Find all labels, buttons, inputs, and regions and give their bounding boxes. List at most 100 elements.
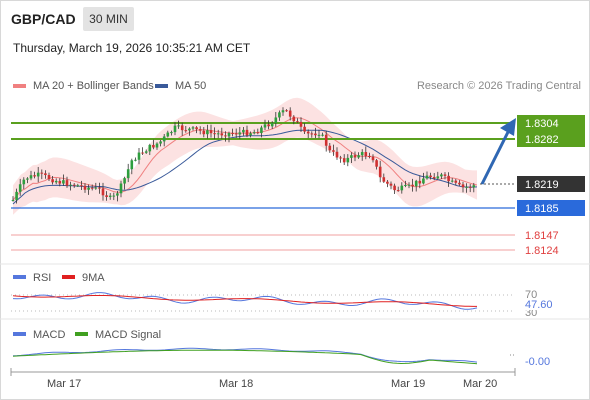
candle-body xyxy=(184,130,188,132)
rsi-ma-line xyxy=(12,295,477,307)
ma50-line xyxy=(12,129,478,205)
ma20-line xyxy=(12,117,478,201)
candle-body xyxy=(238,132,242,135)
candle-body xyxy=(314,133,317,136)
candle-body xyxy=(429,175,432,178)
candle-body xyxy=(389,183,393,186)
candle-body xyxy=(58,180,62,184)
candle-body xyxy=(234,133,238,135)
candle-body xyxy=(436,176,440,179)
candle-body xyxy=(346,157,350,163)
rsi-ma-label: 9MA xyxy=(82,272,105,284)
candle-body xyxy=(321,134,324,136)
candle-body xyxy=(141,152,144,154)
symbol-title: GBP/CAD xyxy=(11,11,76,27)
candle-body xyxy=(281,110,285,113)
candle-body xyxy=(447,175,450,182)
candle-body xyxy=(396,190,400,192)
candle-body xyxy=(404,184,407,186)
level-label-2: 1.8282 xyxy=(525,134,559,146)
candle-body xyxy=(123,178,126,184)
candle-body xyxy=(357,155,360,158)
level-box-current xyxy=(517,176,585,192)
macd-signal-label: MACD Signal xyxy=(95,329,161,341)
candle-body xyxy=(130,160,134,170)
candle-body xyxy=(458,182,461,185)
candle-body xyxy=(148,144,152,152)
candle-body xyxy=(18,184,22,192)
candle-body xyxy=(414,180,418,187)
level-box-2 xyxy=(517,131,585,147)
candle-body xyxy=(400,185,404,191)
candle-body xyxy=(310,133,314,135)
bollinger-band-area xyxy=(13,97,477,215)
candle-body xyxy=(378,166,382,178)
level-box-support xyxy=(517,200,585,216)
candle-body xyxy=(47,175,51,180)
candle-body xyxy=(461,184,465,188)
candle-body xyxy=(94,187,98,189)
candle-body xyxy=(267,124,270,127)
candle-body xyxy=(324,134,328,146)
candle-body xyxy=(177,125,180,127)
candle-body xyxy=(206,130,209,135)
candle-body xyxy=(72,184,76,186)
candle-body xyxy=(112,195,116,197)
candle-body xyxy=(155,143,159,148)
candle-body xyxy=(278,112,281,118)
candle-body xyxy=(144,151,148,153)
candle-body xyxy=(227,132,231,137)
candle-body xyxy=(80,185,83,187)
candle-body xyxy=(382,177,386,182)
candle-body xyxy=(40,172,44,174)
candle-body xyxy=(137,152,141,160)
rsi-value-bg xyxy=(522,298,562,310)
candle-body xyxy=(328,145,332,151)
candle-body xyxy=(350,155,353,158)
candle-body xyxy=(216,133,220,135)
candle-body xyxy=(339,157,342,159)
candle-body xyxy=(76,185,80,187)
candle-body xyxy=(62,180,65,184)
level-label-current: 1.8219 xyxy=(525,179,559,191)
candle-body xyxy=(231,132,234,134)
level-label-support: 1.8185 xyxy=(525,203,559,215)
candle-body xyxy=(260,127,263,134)
candle-body xyxy=(69,184,72,186)
candle-body xyxy=(213,133,216,135)
candle-body xyxy=(371,156,375,161)
candle-body xyxy=(166,132,170,137)
legend-ma20-bb: MA 20 + Bollinger Bands xyxy=(13,80,154,92)
candle-body xyxy=(188,128,191,131)
candle-body xyxy=(252,132,256,134)
candle-body xyxy=(440,174,443,177)
rsi-swatch xyxy=(13,275,26,279)
macd-label: MACD xyxy=(33,329,65,341)
level-label-pivot-2: 1.8124 xyxy=(525,245,559,257)
candle-body xyxy=(270,123,274,127)
candle-body xyxy=(44,173,47,176)
candle-body xyxy=(26,178,29,180)
candle-body xyxy=(126,169,130,179)
legend-ma50: MA 50 xyxy=(155,80,206,92)
candle-body xyxy=(224,135,227,137)
candle-body xyxy=(180,125,184,131)
candle-body xyxy=(468,186,472,188)
candle-body xyxy=(83,185,87,190)
candle-body xyxy=(65,180,69,186)
forecast-arrow-head xyxy=(500,118,516,136)
level-label-1: 1.8304 xyxy=(525,118,559,130)
candle-body xyxy=(364,152,368,157)
candle-body xyxy=(90,187,94,189)
candle-body xyxy=(360,152,364,156)
candle-body xyxy=(220,133,224,136)
candle-body xyxy=(116,193,119,196)
candle-body xyxy=(173,125,177,133)
candle-body xyxy=(407,184,411,186)
candlesticks xyxy=(11,107,476,204)
candle-body xyxy=(134,159,137,161)
candle-body xyxy=(33,175,36,177)
candle-body xyxy=(411,184,414,187)
timeframe-button[interactable]: 30 MIN xyxy=(83,7,134,31)
